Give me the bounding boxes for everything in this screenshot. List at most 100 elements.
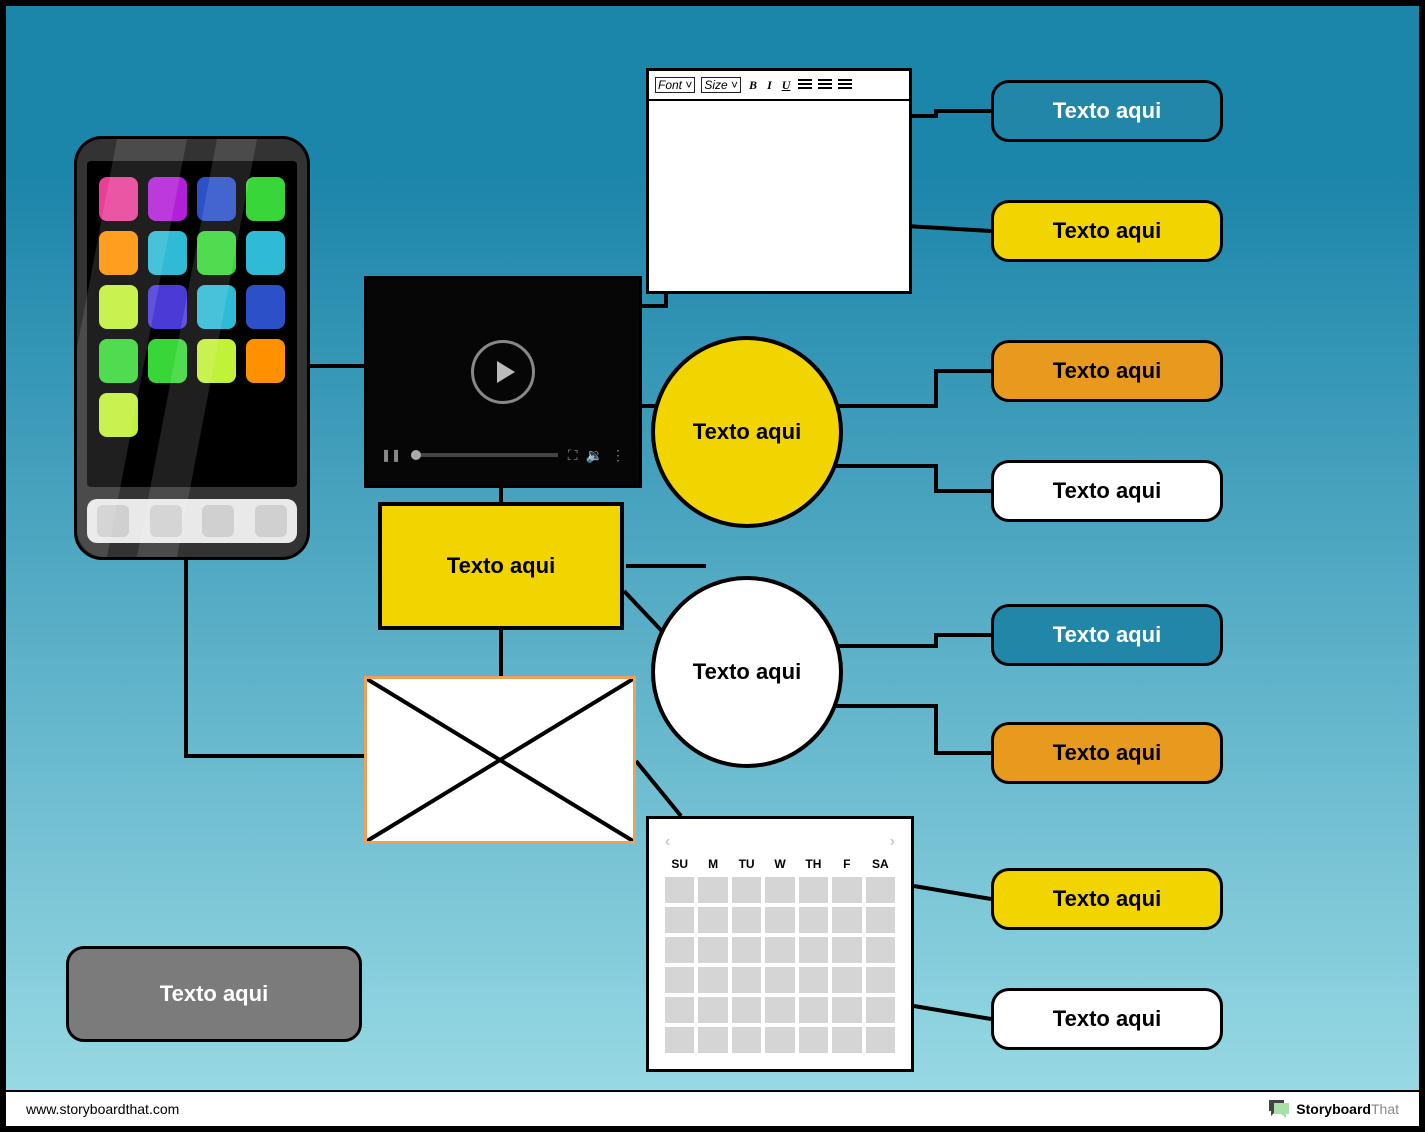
app-tile — [148, 285, 187, 329]
calendar-cell — [866, 967, 895, 993]
calendar-grid — [665, 877, 895, 1053]
app-tile — [148, 231, 187, 275]
more-icon: ⋮ — [611, 447, 625, 464]
connector — [906, 111, 991, 116]
calendar-cell — [732, 997, 761, 1023]
pill-label: Texto aqui — [1053, 478, 1161, 504]
app-tile — [197, 177, 236, 221]
calendar-cell — [665, 1027, 694, 1053]
pill-p3: Texto aqui — [991, 340, 1223, 402]
calendar-cell — [665, 907, 694, 933]
calendar-day-label: SA — [866, 857, 895, 871]
calendar-day-label: SU — [665, 857, 694, 871]
calendar-node: ‹› SUMTUWTHFSA — [646, 816, 914, 1072]
progress-track — [411, 453, 558, 457]
calendar-day-headers: SUMTUWTHFSA — [665, 857, 895, 871]
pill-p1: Texto aqui — [991, 80, 1223, 142]
calendar-cell — [665, 997, 694, 1023]
center-box-label: Texto aqui — [447, 553, 555, 579]
calendar-cell — [732, 877, 761, 903]
phone-dock — [87, 499, 297, 543]
pill-p2: Texto aqui — [991, 200, 1223, 262]
app-tile — [197, 231, 236, 275]
calendar-cell — [799, 997, 828, 1023]
storyboardthat-logo: StoryboardThat — [1268, 1099, 1399, 1119]
calendar-cell — [799, 937, 828, 963]
calendar-cell — [799, 1027, 828, 1053]
calendar-cell — [765, 877, 794, 903]
fullscreen-icon: ⛶ — [568, 447, 578, 464]
calendar-cell — [866, 997, 895, 1023]
phone-screen — [87, 161, 297, 487]
calendar-cell — [698, 967, 727, 993]
calendar-cell — [665, 967, 694, 993]
calendar-day-label: TU — [732, 857, 761, 871]
calendar-day-label: M — [698, 857, 727, 871]
app-tile — [99, 285, 138, 329]
calendar-cell — [698, 937, 727, 963]
app-tile — [99, 339, 138, 383]
calendar-cell — [866, 937, 895, 963]
calendar-cell — [698, 907, 727, 933]
calendar-cell — [832, 967, 861, 993]
pill-label: Texto aqui — [1053, 98, 1161, 124]
chevron-left-icon: ‹ — [665, 833, 670, 851]
app-tile — [99, 231, 138, 275]
calendar-cell — [765, 907, 794, 933]
pill-label: Texto aqui — [1053, 740, 1161, 766]
pill-label: Texto aqui — [1053, 622, 1161, 648]
connector — [186, 554, 364, 756]
connector — [906, 226, 991, 231]
app-tile — [197, 339, 236, 383]
app-tile — [99, 393, 138, 437]
pill-label: Texto aqui — [1053, 1006, 1161, 1032]
align-right-icon — [838, 79, 852, 91]
placeholder-x-icon — [367, 679, 633, 841]
calendar-cell — [698, 1027, 727, 1053]
pause-icon: ❚❚ — [381, 448, 401, 462]
calendar-day-label: W — [765, 857, 794, 871]
page-footer: www.storyboardthat.com StoryboardThat — [6, 1090, 1419, 1126]
app-tile — [99, 177, 138, 221]
calendar-cell — [832, 907, 861, 933]
align-center-icon — [818, 79, 832, 91]
pill-p6: Texto aqui — [991, 722, 1223, 784]
smartphone-node — [74, 136, 310, 560]
pill-label: Texto aqui — [1053, 218, 1161, 244]
calendar-cell — [799, 967, 828, 993]
calendar-cell — [698, 877, 727, 903]
calendar-cell — [765, 997, 794, 1023]
pill-p4: Texto aqui — [991, 460, 1223, 522]
connector — [914, 1006, 991, 1019]
calendar-cell — [732, 1027, 761, 1053]
size-select: Size ˅ — [701, 77, 741, 93]
app-tile — [246, 339, 285, 383]
text-editor-node: Font ˅ Size ˅ B I U — [646, 68, 912, 294]
connector — [836, 706, 991, 753]
grey-box-label: Texto aqui — [160, 981, 268, 1007]
calendar-cell — [698, 997, 727, 1023]
pill-p7: Texto aqui — [991, 868, 1223, 930]
connector — [914, 886, 991, 899]
calendar-day-label: TH — [799, 857, 828, 871]
pill-label: Texto aqui — [1053, 886, 1161, 912]
circle-1-label: Texto aqui — [693, 419, 801, 445]
calendar-cell — [732, 937, 761, 963]
app-tile — [148, 177, 187, 221]
app-tile — [246, 177, 285, 221]
video-controls: ❚❚ ⛶ 🔉 ⋮ — [381, 443, 625, 467]
pill-p8: Texto aqui — [991, 988, 1223, 1050]
underline-icon: U — [780, 78, 793, 93]
circle-node-2: Texto aqui — [651, 576, 843, 768]
calendar-cell — [732, 907, 761, 933]
center-box: Texto aqui — [378, 502, 624, 630]
calendar-cell — [765, 937, 794, 963]
calendar-nav: ‹› — [665, 833, 895, 851]
diagram-canvas: ❚❚ ⛶ 🔉 ⋮ Font ˅ Size ˅ B I U Texto aqui … — [0, 0, 1425, 1132]
connector — [836, 371, 991, 406]
calendar-cell — [732, 967, 761, 993]
calendar-cell — [765, 1027, 794, 1053]
play-icon — [471, 340, 535, 404]
calendar-cell — [665, 937, 694, 963]
calendar-cell — [866, 1027, 895, 1053]
